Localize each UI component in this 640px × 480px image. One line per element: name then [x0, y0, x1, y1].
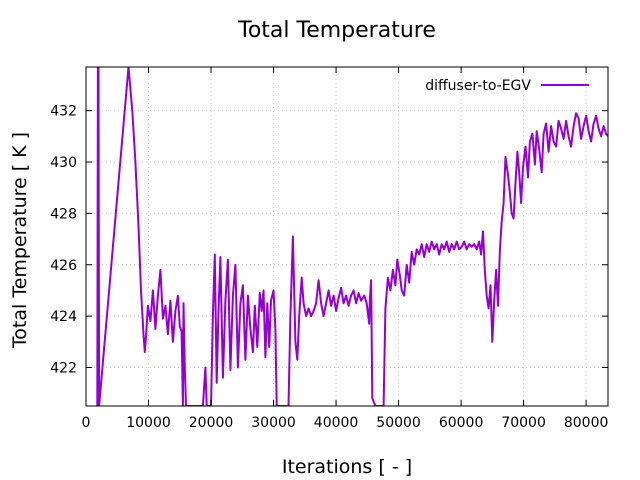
series-line-0 [96, 67, 608, 406]
legend: diffuser-to-EGV [425, 78, 589, 94]
x-tick-label: 40000 [314, 415, 359, 431]
grid-lines [86, 67, 608, 406]
y-tick-label: 422 [50, 360, 77, 376]
x-tick-label: 70000 [501, 415, 546, 431]
x-tick-label: 60000 [439, 415, 484, 431]
y-tick-label: 428 [50, 206, 77, 222]
y-tick-label: 432 [50, 104, 77, 120]
legend-label: diffuser-to-EGV [425, 78, 531, 94]
x-tick-label: 30000 [251, 415, 296, 431]
x-tick-label: 50000 [376, 415, 421, 431]
axis-ticks: 0 10000 20000 30000 40000 50000 60000 70000 8000… [50, 67, 608, 431]
x-tick-label: 20000 [189, 415, 234, 431]
plot-frame [85, 66, 609, 407]
y-tick-label: 430 [50, 155, 77, 171]
x-tick-label: 10000 [126, 415, 171, 431]
x-tick-label: 80000 [564, 415, 609, 431]
y-axis-label: Total Temperature [ K ] [9, 132, 31, 349]
series-layer [96, 67, 608, 406]
x-axis-label: Iterations [ - ] [282, 456, 412, 478]
chart-title: Total Temperature [237, 18, 436, 43]
y-tick-label: 426 [50, 258, 77, 274]
y-tick-label: 424 [50, 309, 77, 325]
x-tick-label: 0 [82, 415, 91, 431]
